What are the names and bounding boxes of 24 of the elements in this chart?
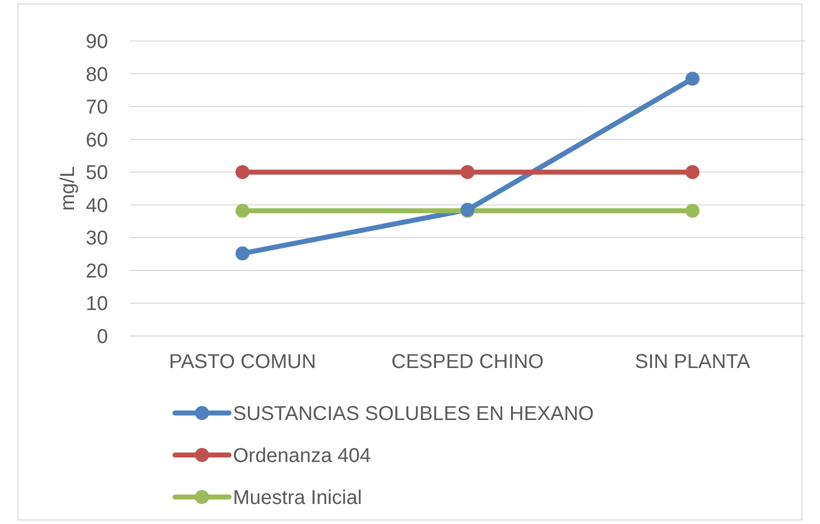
y-tick-label: 40 [86, 194, 108, 217]
y-tick-label: 10 [86, 293, 108, 316]
point [236, 165, 250, 180]
point [236, 246, 250, 260]
legend-label: Ordenanza 404 [233, 445, 371, 467]
y-tick-label: 0 [96, 326, 108, 348]
y-tick-label: 60 [86, 129, 108, 152]
point [236, 204, 250, 218]
y-tick-label: 70 [86, 96, 108, 119]
y-axis-title: mg/L [57, 166, 79, 211]
legend-label: SUSTANCIAS SOLUBLES EN HEXANO [233, 403, 594, 425]
x-tick-label: PASTO COMUN [168, 351, 316, 373]
point [686, 204, 700, 218]
point [686, 165, 700, 180]
y-tick-label: 80 [86, 64, 108, 86]
y-tick-label: 20 [86, 260, 108, 282]
x-tick-label: CESPED CHINO [391, 351, 544, 373]
x-tick-label: SIN PLANTA [634, 351, 751, 373]
point [686, 72, 700, 86]
point [460, 165, 474, 180]
y-tick-label: 50 [86, 162, 108, 184]
y-tick-label: 30 [86, 228, 108, 250]
y-tick-label: 90 [86, 31, 108, 53]
legend-label: Muestra Inicial [233, 487, 362, 509]
